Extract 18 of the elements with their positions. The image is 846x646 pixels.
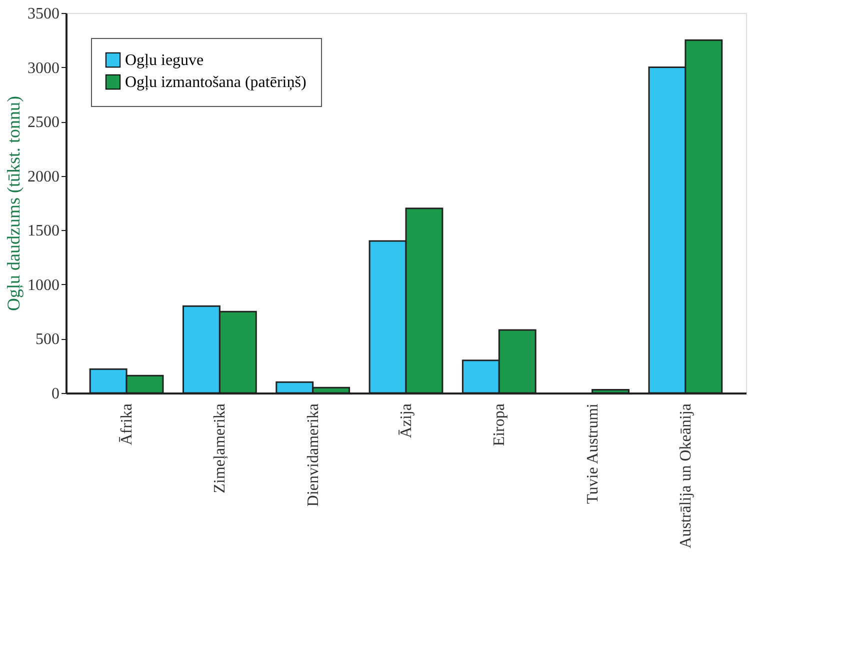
y-tick-label: 500 bbox=[36, 331, 60, 348]
y-tick-label: 0 bbox=[52, 386, 60, 402]
x-tick-label: Āzija bbox=[398, 404, 415, 438]
y-tick-label: 3500 bbox=[28, 6, 60, 22]
x-tick-label: Āfrika bbox=[118, 404, 136, 446]
y-tick-label: 2500 bbox=[28, 114, 60, 132]
x-tick-label: Eiropa bbox=[491, 404, 508, 446]
y-tick-label: 3000 bbox=[28, 60, 60, 77]
y-tick-label: 2000 bbox=[28, 168, 60, 186]
y-axis-title: Ogļu daudzums (tūkst. tonnu) bbox=[4, 96, 24, 311]
legend-label: Ogļu izmantošana (patēriņš) bbox=[125, 74, 306, 91]
y-tick-label: 1500 bbox=[28, 222, 60, 240]
x-tick-label: Dienvidamerika bbox=[304, 404, 322, 507]
x-tick-label: Tuvie Austrumi bbox=[584, 402, 602, 504]
x-tick-label: Zimeļamerika bbox=[212, 404, 229, 494]
x-tick-label: Austrālija un Okeānija bbox=[677, 404, 694, 548]
legend-label: Ogļu ieguve bbox=[125, 52, 204, 69]
y-tick-label: 1000 bbox=[28, 276, 60, 294]
